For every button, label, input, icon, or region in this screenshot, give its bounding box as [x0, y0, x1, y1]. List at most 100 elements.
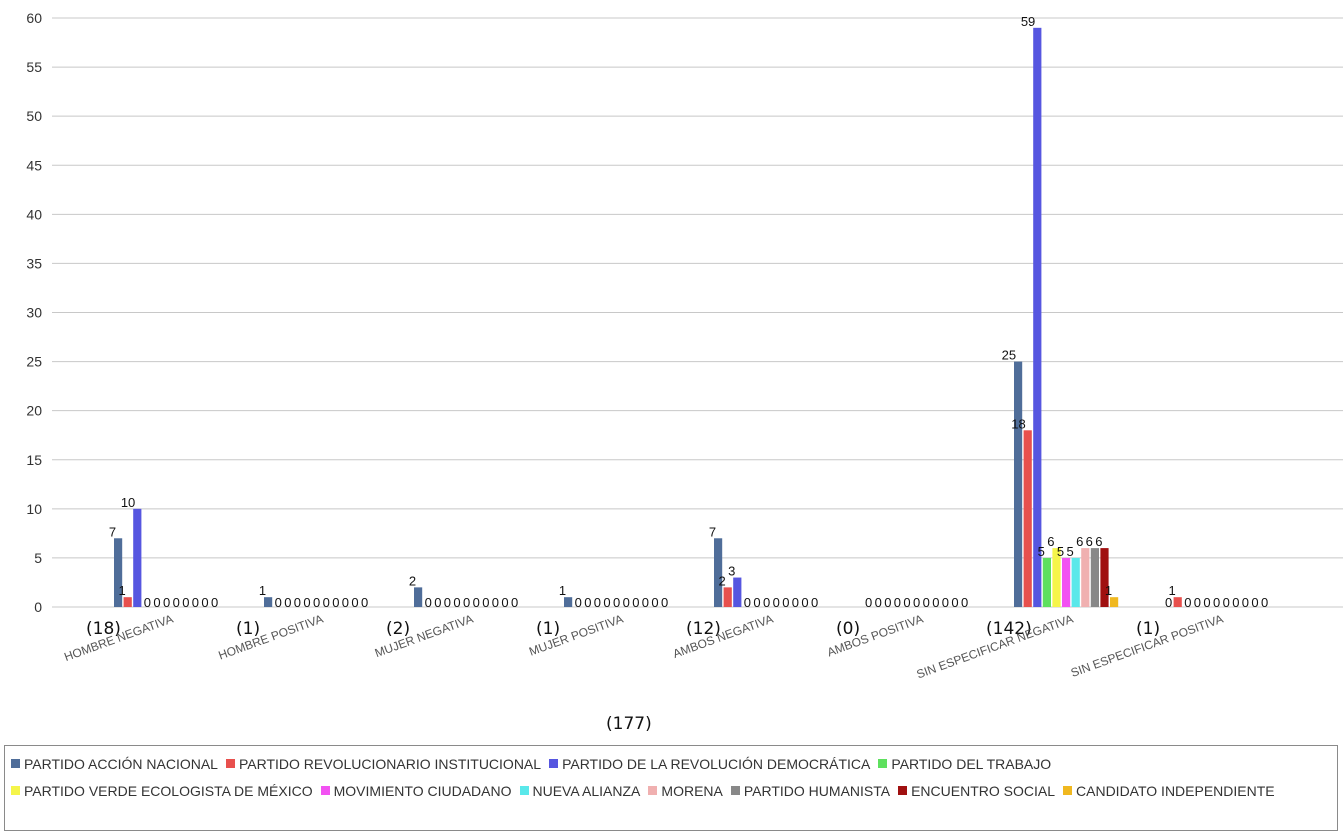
- legend-label: ENCUENTRO SOCIAL: [911, 782, 1056, 799]
- bar: [1090, 548, 1099, 607]
- data-label: 0: [773, 595, 780, 610]
- data-label: 0: [275, 595, 282, 610]
- legend-swatch: [1063, 786, 1073, 795]
- data-label: 0: [923, 595, 930, 610]
- data-label: 0: [744, 595, 751, 610]
- data-label: 0: [482, 595, 489, 610]
- y-tick-label: 45: [26, 157, 42, 173]
- data-label: 0: [294, 595, 301, 610]
- legend-swatch: [878, 759, 888, 768]
- data-label: 6: [1076, 534, 1083, 549]
- legend-label: PARTIDO ACCIÓN NACIONAL: [24, 755, 218, 772]
- data-label: 0: [211, 595, 218, 610]
- y-tick-label: 35: [26, 255, 42, 271]
- legend-swatch: [730, 786, 740, 795]
- legend-label: MORENA: [661, 782, 723, 799]
- data-label: 59: [1021, 14, 1035, 29]
- data-label: 1: [559, 583, 566, 598]
- data-label: 0: [201, 595, 208, 610]
- bar: [1014, 361, 1023, 607]
- y-tick-label: 15: [26, 452, 42, 468]
- data-label: 0: [782, 595, 789, 610]
- data-label: 0: [492, 595, 499, 610]
- data-label: 0: [903, 595, 910, 610]
- y-tick-label: 20: [26, 403, 42, 419]
- category-total-label: (18): [86, 619, 121, 639]
- bar: [414, 587, 423, 607]
- legend-item: ENCUENTRO SOCIAL: [898, 777, 1055, 804]
- legend-item: NUEVA ALIANZA: [519, 777, 641, 804]
- legend-label: PARTIDO DEL TRABAJO: [891, 755, 1052, 772]
- data-label: 0: [642, 595, 649, 610]
- legend-swatch: [549, 759, 559, 768]
- legend-item: CANDIDATO INDEPENDIENTE: [1063, 777, 1275, 804]
- legend-item: MORENA: [648, 777, 723, 804]
- category-total-label: (1): [1136, 619, 1160, 639]
- data-label: 0: [182, 595, 189, 610]
- legend-label: PARTIDO VERDE ECOLOGISTA DE MÉXICO: [24, 782, 313, 799]
- data-label: 5: [1066, 544, 1073, 559]
- data-label: 6: [1047, 534, 1054, 549]
- bar: [1100, 548, 1109, 607]
- data-label: 0: [1194, 595, 1201, 610]
- data-label: 0: [603, 595, 610, 610]
- data-label: 0: [303, 595, 310, 610]
- bar: [133, 508, 142, 607]
- category-total-label: (0): [836, 619, 860, 639]
- bar: [114, 538, 123, 607]
- legend-label: PARTIDO DE LA REVOLUCIÓN DEMOCRÁTICA: [562, 755, 871, 772]
- data-label: 0: [425, 595, 432, 610]
- data-label: 0: [1261, 595, 1268, 610]
- data-label: 0: [865, 595, 872, 610]
- data-label: 0: [361, 595, 368, 610]
- data-label: 10: [121, 495, 135, 510]
- data-label: 25: [1002, 348, 1016, 363]
- legend-label: MOVIMIENTO CIUDADANO: [333, 782, 512, 799]
- bar: [1071, 557, 1080, 607]
- data-label: 0: [661, 595, 668, 610]
- legend-item: PARTIDO VERDE ECOLOGISTA DE MÉXICO: [11, 777, 313, 804]
- data-label: 0: [192, 595, 199, 610]
- data-label: 0: [463, 595, 470, 610]
- data-label: 6: [1086, 534, 1093, 549]
- category-total-label: (1): [536, 619, 560, 639]
- legend-swatch: [11, 786, 20, 795]
- data-label: 0: [332, 595, 339, 610]
- legend-label: PARTIDO HUMANISTA: [743, 782, 891, 799]
- data-label: 0: [1251, 595, 1258, 610]
- legend-item: PARTIDO DEL TRABAJO: [878, 750, 1051, 777]
- data-label: 0: [501, 595, 508, 610]
- legend-item: PARTIDO DE LA REVOLUCIÓN DEMOCRÁTICA: [549, 750, 870, 777]
- gridlines: [52, 17, 1343, 608]
- bar: [1173, 597, 1182, 607]
- data-label: 0: [651, 595, 658, 610]
- bar: [1110, 597, 1119, 607]
- legend-item: PARTIDO REVOLUCIONARIO INSTITUCIONAL: [225, 750, 541, 777]
- legend-swatch: [519, 786, 529, 795]
- bar: [714, 538, 723, 607]
- data-label: 18: [1011, 416, 1025, 431]
- data-label: 0: [163, 595, 170, 610]
- legend-swatch: [898, 786, 908, 795]
- category-total-label: (1): [236, 619, 260, 639]
- data-label: 0: [313, 595, 320, 610]
- y-tick-label: 0: [34, 599, 42, 615]
- legend-label: NUEVA ALIANZA: [532, 782, 641, 799]
- data-label: 0: [792, 595, 799, 610]
- y-tick-label: 25: [26, 354, 42, 370]
- legend-swatch: [648, 786, 658, 795]
- legend-item: MOVIMIENTO CIUDADANO: [320, 777, 512, 804]
- legend-swatch: [320, 786, 330, 795]
- data-label: 0: [961, 595, 968, 610]
- data-label: 0: [951, 595, 958, 610]
- data-label: 0: [1165, 595, 1172, 610]
- data-label: 5: [1057, 544, 1064, 559]
- data-label: 0: [753, 595, 760, 610]
- bar: [564, 597, 573, 607]
- bar: [1033, 27, 1042, 608]
- bar: [264, 597, 273, 607]
- data-label: 0: [473, 595, 480, 610]
- data-label: 0: [575, 595, 582, 610]
- bars: [114, 27, 1182, 608]
